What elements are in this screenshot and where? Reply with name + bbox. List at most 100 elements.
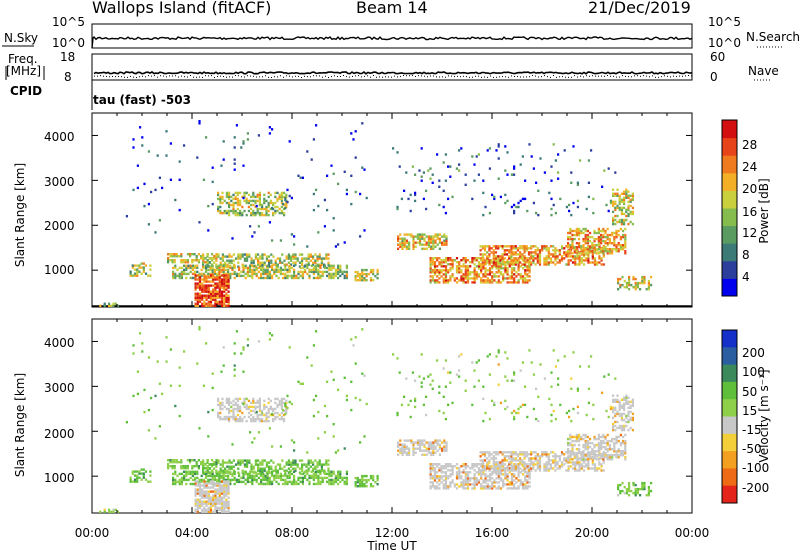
velocity-echo (429, 465, 432, 468)
velocity-echo (405, 377, 408, 380)
power-echo (246, 270, 249, 274)
power-echo (451, 261, 454, 264)
velocity-echo (623, 404, 626, 407)
power-echo (536, 257, 539, 260)
velocity-echo (631, 412, 634, 416)
power-echo (226, 259, 229, 262)
power-echo (223, 290, 226, 293)
velocity-echo (174, 478, 177, 482)
power-echo (290, 255, 293, 258)
velocity-echo (237, 467, 240, 470)
velocity-echo (412, 441, 415, 444)
velocity-echo (233, 478, 236, 482)
velocity-echo (618, 404, 621, 407)
power-echo (227, 300, 230, 303)
power-echo (408, 243, 411, 246)
velocity-echo (584, 441, 587, 445)
power-echo (616, 188, 619, 191)
velocity-echo (196, 506, 199, 509)
power-echo (261, 263, 264, 266)
power-echo (215, 259, 218, 262)
power-echo (506, 151, 509, 154)
power-echo (492, 261, 495, 264)
velocity-echo (552, 461, 555, 464)
power-echo (620, 198, 623, 201)
power-echo (460, 271, 463, 274)
velocity-echo (260, 472, 263, 476)
power-echo (619, 277, 622, 281)
velocity-echo (543, 467, 546, 470)
velocity-echo (133, 478, 137, 481)
power-echo (629, 204, 632, 208)
power-echo (620, 200, 623, 203)
velocity-echo (423, 443, 426, 446)
velocity-echo (576, 411, 579, 415)
power-echo (438, 247, 441, 250)
power-echo (449, 259, 452, 262)
power-echo (183, 264, 186, 267)
velocity-echo (365, 485, 368, 488)
velocity-echo (258, 413, 261, 417)
velocity-echo (167, 463, 170, 466)
velocity-echo (222, 478, 225, 482)
power-echo (589, 235, 592, 239)
velocity-echo (173, 465, 176, 468)
power-echo (266, 268, 269, 272)
power-echo (405, 233, 408, 236)
velocity-echo (582, 452, 585, 455)
velocity-echo (491, 399, 494, 403)
power-echo (219, 209, 222, 213)
velocity-echo (608, 456, 611, 459)
velocity-echo (281, 459, 284, 462)
power-echo (503, 257, 506, 260)
power-echo (274, 261, 277, 264)
velocity-echo (547, 453, 550, 456)
velocity-echo (251, 476, 254, 480)
velocity-echo (214, 502, 217, 505)
velocity-echo (433, 477, 437, 480)
power-echo (569, 248, 572, 251)
power-echo (140, 272, 143, 275)
power-echo (445, 237, 448, 240)
power-echo (180, 272, 183, 276)
power-echo (268, 274, 271, 278)
power-echo (554, 257, 557, 260)
power-echo (570, 213, 573, 217)
velocity-echo (194, 492, 197, 495)
velocity-echo (185, 470, 188, 473)
velocity-echo (403, 439, 406, 442)
velocity-echo (242, 476, 245, 480)
velocity-echo (587, 467, 590, 470)
velocity-echo (212, 502, 215, 505)
power-echo (495, 275, 498, 278)
velocity-echo (464, 481, 467, 484)
power-echo (627, 214, 630, 218)
power-echo (293, 264, 296, 267)
power-echo (213, 257, 216, 260)
velocity-echo (558, 455, 561, 458)
power-echo (374, 275, 377, 278)
power-echo (207, 272, 210, 276)
velocity-echo (611, 439, 614, 443)
velocity-echo (278, 413, 281, 417)
power-echo (242, 196, 245, 200)
velocity-echo (501, 461, 504, 464)
velocity-echo (255, 472, 258, 476)
velocity-echo (488, 487, 492, 490)
power-echo (345, 264, 348, 267)
velocity-echo (418, 375, 421, 378)
velocity-echo (369, 476, 373, 480)
velocity-echo (623, 426, 626, 430)
power-echo (497, 145, 500, 148)
power-echo (262, 272, 265, 276)
velocity-echo (138, 472, 141, 475)
power-echo (512, 251, 515, 254)
velocity-echo (471, 465, 474, 468)
velocity-echo (430, 441, 433, 444)
power-echo (625, 196, 628, 199)
velocity-echo (477, 479, 481, 482)
velocity-echo (408, 439, 411, 442)
power-echo (319, 274, 322, 278)
power-echo (627, 206, 630, 210)
power-echo (574, 257, 577, 260)
